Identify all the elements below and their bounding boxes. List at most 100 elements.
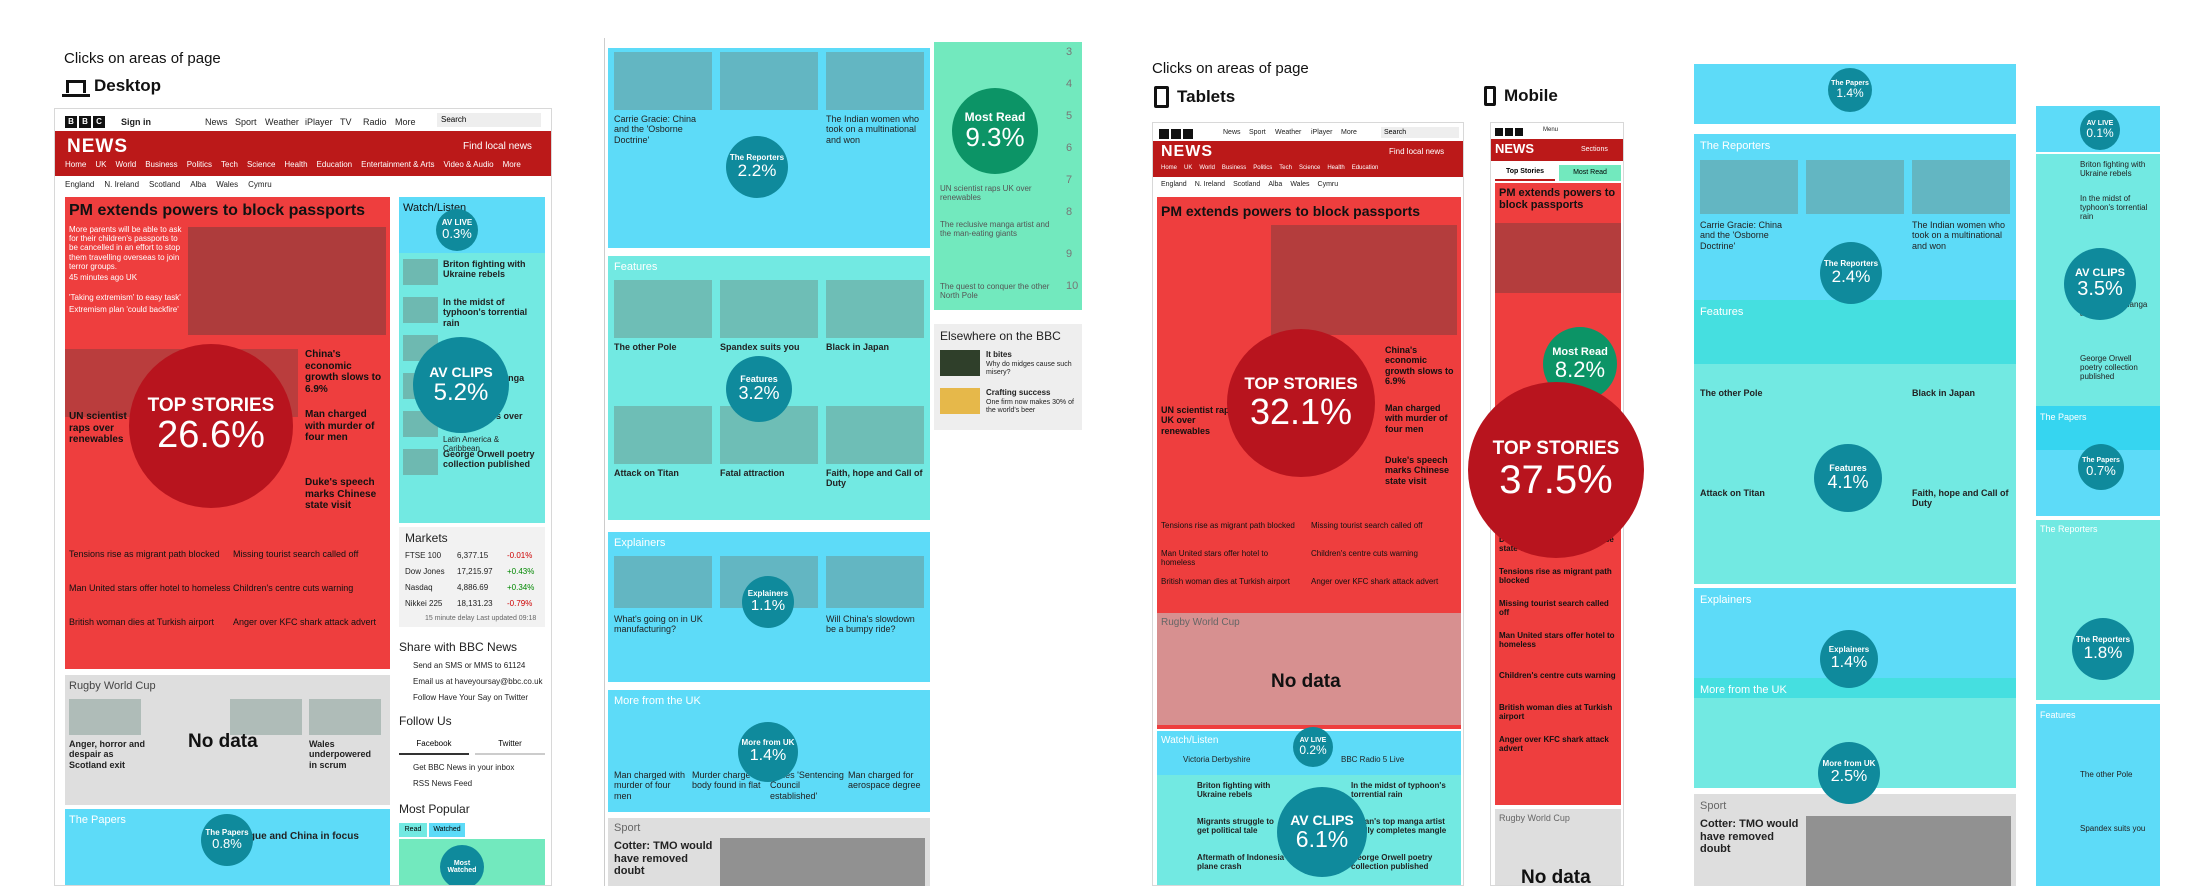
subnav-world[interactable]: World (115, 160, 137, 169)
mobile-sections-button[interactable]: Sections (1581, 146, 1608, 153)
nav-tv[interactable]: TV (340, 117, 352, 127)
sport-headline[interactable]: Cotter: TMO would have removed doubt (614, 840, 713, 878)
r1-features-zone[interactable] (1694, 300, 2016, 584)
story-list-3[interactable]: Man United stars offer hotel to homeless (69, 583, 231, 593)
r1-story-indian[interactable]: The Indian women who took on a multinati… (1912, 220, 2006, 251)
most-read-item-2[interactable]: The reclusive manga artist and the man-e… (940, 220, 1050, 239)
tablet-nav-more[interactable]: More (1341, 129, 1357, 136)
feature-titan[interactable]: Attack on Titan (614, 468, 679, 478)
mobile-story-5[interactable]: Children's centre cuts warning (1499, 671, 1616, 680)
subnav-tech[interactable]: Tech (221, 160, 238, 169)
feature-black-japan[interactable]: Black in Japan (826, 342, 890, 352)
nav-radio[interactable]: Radio (363, 117, 387, 127)
nav-more[interactable]: More (395, 117, 416, 127)
uk-item-2[interactable]: Murder charge as body found in flat (692, 770, 763, 791)
r1-black-japan[interactable]: Black in Japan (1912, 388, 1976, 398)
find-local-link[interactable]: Find local news (463, 141, 532, 152)
tablet-video-1[interactable]: Briton fighting with Ukraine rebels (1197, 781, 1271, 800)
tablet-story-3[interactable]: Man United stars offer hotel to homeless (1161, 549, 1269, 568)
video-item-1[interactable]: Briton fighting with Ukraine rebels (443, 259, 526, 280)
tsub-tech[interactable]: Tech (1279, 165, 1292, 171)
tsub-health[interactable]: Health (1327, 165, 1345, 171)
r1-titan[interactable]: Attack on Titan (1700, 488, 1765, 498)
video-item-2[interactable]: In the midst of typhoon's torrential rai… (443, 297, 528, 328)
r1-other-pole[interactable]: The other Pole (1700, 388, 1763, 398)
elsewhere-item-2[interactable]: Crafting success (986, 388, 1051, 397)
subnav-more[interactable]: More (502, 160, 521, 169)
tablet-story-4[interactable]: Children's centre cuts warning (1311, 549, 1418, 558)
uk-item-3[interactable]: Wales 'Sentencing Council established' (770, 770, 844, 801)
rugby-item-2[interactable]: Wales underpowered in scrum (309, 739, 372, 770)
share-sms[interactable]: Send an SMS or MMS to 61124 (413, 661, 526, 670)
twitter-button[interactable]: Twitter (475, 735, 545, 755)
market-name-1[interactable]: FTSE 100 (405, 551, 442, 560)
mobile-headline[interactable]: PM extends powers to block passports (1499, 187, 1616, 211)
region-ni[interactable]: N. Ireland (104, 180, 140, 189)
tsub-uk[interactable]: UK (1184, 165, 1193, 171)
tablet-story-duke[interactable]: Duke's speech marks Chinese state visit (1385, 455, 1450, 486)
rugby-zone[interactable] (65, 675, 390, 805)
subnav-entertainment[interactable]: Entertainment & Arts (361, 160, 435, 169)
tablet-nav-iplayer[interactable]: iPlayer (1311, 129, 1333, 136)
story-carrie[interactable]: Carrie Gracie: China and the 'Osborne Do… (614, 114, 697, 145)
elsewhere-item-1[interactable]: It bites (986, 350, 1012, 359)
mobile-tab-most-read[interactable]: Most Read (1559, 165, 1621, 181)
subnav-business[interactable]: Business (145, 160, 178, 169)
story-list-2[interactable]: Missing tourist search called off (233, 549, 359, 559)
r2-features-zone[interactable] (2036, 704, 2160, 886)
tsub-home[interactable]: Home (1161, 165, 1178, 171)
mobile-tab-top-stories[interactable]: Top Stories (1495, 165, 1555, 181)
signin-link[interactable]: Sign in (121, 117, 151, 127)
story-list-1[interactable]: Tensions rise as migrant path blocked (69, 549, 220, 559)
tablet-nav-weather[interactable]: Weather (1275, 129, 1302, 136)
tablet-story-man-charged[interactable]: Man charged with murder of four men (1385, 403, 1448, 434)
story-china[interactable]: China's economic growth slows to 6.9% (305, 349, 382, 395)
r2-spandex[interactable]: Spandex suits you (2080, 824, 2146, 833)
tablet-search-input[interactable]: Search (1381, 127, 1459, 138)
story-indian-women[interactable]: The Indian women who took on a multinati… (826, 114, 920, 145)
tablet-radio5[interactable]: BBC Radio 5 Live (1341, 755, 1405, 764)
tablet-video-2[interactable]: In the midst of typhoon's torrential rai… (1351, 781, 1446, 800)
mobile-rugby-zone[interactable] (1495, 809, 1621, 885)
tablet-nav-sport[interactable]: Sport (1249, 129, 1266, 136)
tsub-science[interactable]: Science (1298, 165, 1321, 171)
region-scotland[interactable]: Scotland (149, 180, 181, 189)
subnav-video[interactable]: Video & Audio (443, 160, 494, 169)
r1-sport-headline[interactable]: Cotter: TMO would have removed doubt (1700, 818, 1799, 856)
mobile-story-6[interactable]: British woman dies at Turkish airport (1499, 703, 1613, 722)
region-england[interactable]: England (65, 180, 95, 189)
tablet-rugby-zone[interactable] (1157, 613, 1461, 725)
video-item-5[interactable]: Latin America & Caribbean (443, 435, 500, 454)
tablet-story-1[interactable]: Tensions rise as migrant path blocked (1161, 521, 1295, 530)
tregion-wales[interactable]: Wales (1290, 181, 1310, 188)
share-email[interactable]: Email us at haveyoursay@bbc.co.uk (413, 677, 543, 686)
story-list-6[interactable]: Anger over KFC shark attack advert (233, 617, 377, 627)
nav-iplayer[interactable]: iPlayer (305, 117, 333, 127)
tsub-world[interactable]: World (1199, 165, 1215, 171)
tregion-ni[interactable]: N. Ireland (1194, 181, 1226, 188)
tablet-video-4[interactable]: Japan's top manga artist finally complet… (1351, 817, 1447, 836)
story-list-4[interactable]: Children's centre cuts warning (233, 583, 354, 593)
r2-item-1[interactable]: Briton fighting with Ukraine rebels (2080, 160, 2146, 179)
story-scientist[interactable]: UN scientist raps over renewables (69, 411, 127, 445)
r2-item-2[interactable]: In the midst of typhoon's torrential rai… (2080, 194, 2148, 222)
rugby-item-1[interactable]: Anger, horror and despair as Scotland ex… (69, 739, 146, 770)
read-tab[interactable]: Read (399, 823, 427, 837)
r1-story-carrie[interactable]: Carrie Gracie: China and the 'Osborne Do… (1700, 220, 1783, 251)
most-read-zone[interactable] (934, 42, 1082, 310)
nav-weather[interactable]: Weather (265, 117, 299, 127)
watched-tab[interactable]: Watched (429, 823, 465, 837)
subnav-uk[interactable]: UK (95, 160, 107, 169)
tsub-education[interactable]: Education (1351, 165, 1379, 171)
tablet-nav-news[interactable]: News (1223, 129, 1241, 136)
uk-item-4[interactable]: Man charged for aerospace degree (848, 770, 921, 791)
rss-link[interactable]: RSS News Feed (413, 779, 473, 788)
r1-faith[interactable]: Faith, hope and Call of Duty (1912, 488, 2009, 509)
explainer-item-1[interactable]: What's going on in UK manufacturing? (614, 614, 703, 635)
subnav-home[interactable]: Home (65, 160, 87, 169)
most-read-item-3[interactable]: The quest to conquer the other North Pol… (940, 282, 1050, 301)
tablet-headline[interactable]: PM extends powers to block passports (1161, 203, 1421, 219)
tablet-video-3[interactable]: Migrants struggle to get political tale (1197, 817, 1274, 836)
tablet-story-scientist[interactable]: UN scientist raps UK over renewables (1161, 405, 1235, 436)
market-name-3[interactable]: Nasdaq (405, 583, 433, 592)
